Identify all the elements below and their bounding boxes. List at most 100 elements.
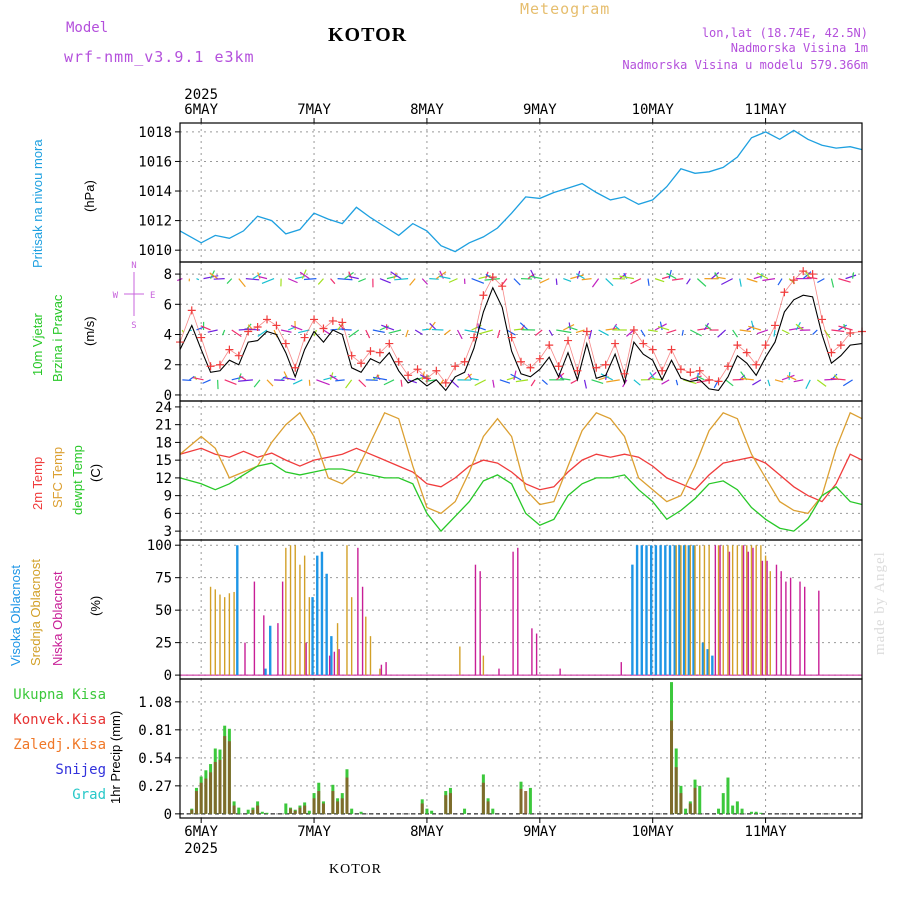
wind-gust-marker (432, 366, 441, 375)
precip-total-bar (430, 810, 434, 814)
wind-arrow (438, 275, 451, 280)
wind-arrow (372, 329, 385, 333)
y-tick-label: 2 (164, 358, 172, 374)
y-tick-label: 0 (164, 388, 172, 404)
wind-arrow (575, 329, 585, 334)
wind-arrow (287, 278, 298, 284)
y-tick-label: 75 (155, 571, 172, 587)
wind-arrow (788, 372, 791, 380)
wind-gust-marker (385, 339, 394, 348)
wind-gust-marker (846, 329, 855, 338)
model-label: Model (66, 20, 109, 36)
wind-arrow (675, 379, 679, 386)
wind-gust-marker (469, 333, 478, 342)
temp-sfc-line (179, 411, 863, 515)
precip-total-bar (749, 811, 753, 814)
cloud-unit-label: (%) (88, 595, 103, 616)
wind-arrow (697, 327, 711, 331)
wind-arrow (213, 278, 225, 280)
wind-arrow (852, 272, 855, 279)
year-label-bottom: 2025 (184, 841, 218, 857)
precip-total-bar (698, 785, 702, 814)
wind-arrow (605, 327, 618, 331)
compass-south: S (131, 321, 136, 331)
wind-arrow (657, 325, 670, 331)
wind-arrow (497, 329, 501, 339)
wind-arrow (253, 379, 261, 388)
date-label-top: 10MAY (632, 102, 675, 118)
wind-arrow (335, 379, 345, 382)
wind-gust-marker (291, 363, 300, 372)
precip-total-bar (284, 803, 288, 814)
wind-gust-marker (479, 291, 488, 300)
wind-arrow (196, 278, 200, 281)
wind-arrow (739, 278, 742, 287)
wind-arrow (200, 325, 211, 331)
precip-conv-bar (256, 805, 260, 814)
wind-arrow (308, 379, 311, 386)
wind-gust-marker (451, 362, 460, 371)
precip-conv-bar (223, 736, 227, 814)
wind-gust-marker (272, 321, 281, 330)
precip-conv-bar (317, 791, 321, 814)
y-tick-label: 8 (164, 267, 172, 283)
wind-arrow (464, 329, 479, 334)
y-tick-label: 6 (164, 297, 172, 313)
lonlat-label: lon,lat (18.74E, 42.5N) (701, 26, 868, 40)
wind-gust-marker (347, 351, 356, 360)
wind-gust-marker (761, 341, 770, 350)
date-label-top: 8MAY (410, 102, 444, 118)
precip-conv-bar (213, 761, 217, 814)
wind-arrow (492, 379, 495, 388)
precip-conv-bar (670, 720, 674, 814)
wind-gust-line (179, 270, 863, 384)
pressure-axis-label: Pritisak na nivou mora (30, 139, 45, 268)
date-label-bottom: 8MAY (410, 824, 444, 840)
wind-gust-marker (310, 315, 319, 324)
wind-arrow (614, 325, 621, 331)
wind-arrow (257, 329, 268, 337)
wind-arrow (570, 379, 578, 384)
wind-gust-marker (818, 315, 827, 324)
wind-arrow (581, 278, 592, 281)
wind-arrow (568, 322, 571, 331)
precip-hail-label: Grad (72, 787, 106, 803)
wind-gust-marker (686, 368, 695, 377)
wind-arrow (358, 278, 367, 283)
y-tick-label: 0 (164, 668, 172, 684)
wind-arrow (740, 377, 754, 381)
y-tick-label: 25 (155, 636, 172, 652)
precip-conv-bar (312, 798, 316, 814)
wind-arrow (830, 377, 846, 381)
wind-gust-marker (573, 366, 582, 375)
wind-arrow (405, 329, 409, 338)
wind-arrow (760, 273, 763, 279)
wind-arrow (732, 329, 739, 338)
wind-gust-marker (338, 318, 347, 327)
precip-conv-bar (194, 791, 198, 814)
wind-gust-marker (554, 362, 563, 371)
cloud-high-label: Visoka Oblacnost (8, 565, 23, 666)
wind-arrow (690, 375, 702, 381)
precip-total-bar (754, 811, 758, 814)
wind-arrow (506, 329, 516, 336)
wind-gust-marker (770, 321, 779, 330)
wind-gust-marker (808, 270, 817, 279)
wind-gust-marker (629, 325, 638, 334)
wind-arrow (290, 324, 303, 331)
precip-conv-bar (420, 803, 424, 814)
pressure-line (179, 129, 863, 253)
precip-conv-bar (190, 809, 194, 814)
wind-arrow (668, 269, 672, 279)
wind-arrow (619, 275, 634, 280)
wind-arrow (717, 329, 727, 338)
wind-arrow (548, 329, 553, 336)
y-tick-label: 0.54 (138, 751, 172, 767)
wind-arrow (762, 278, 776, 282)
y-tick-label: 6 (164, 506, 172, 522)
y-tick-label: 1014 (138, 184, 172, 200)
wind-arrow (600, 373, 613, 381)
precip-conv-bar (345, 777, 349, 814)
wind-gust-marker (366, 347, 375, 356)
